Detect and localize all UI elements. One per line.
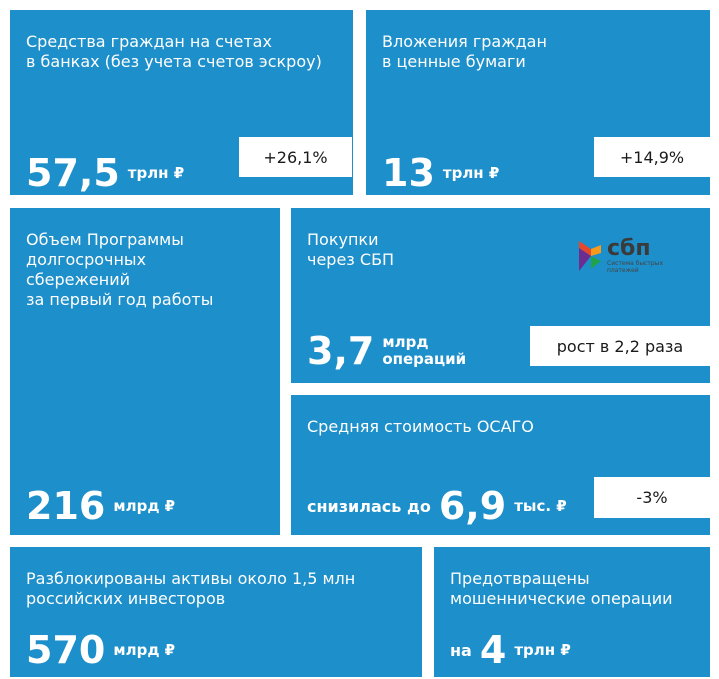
unit-line: тыс. ₽ [514,496,567,515]
title-line: через СБП [307,250,395,269]
title-line: мошеннические операции [450,589,673,608]
headline: 13 трлн ₽ [382,149,499,197]
title-line: в банках (без учета счетов эскроу) [26,52,322,71]
headline: 57,5 трлн ₽ [26,149,184,197]
tile: Средняя стоимость ОСАГО снизилась до 6,9 ты… [291,395,710,535]
logo-text: сбп Система быстрых платежей [607,236,669,275]
headline: 3,7 млрд операций [307,327,466,375]
headline: 216 млрд ₽ [26,482,175,530]
value: 3,7 [307,329,375,373]
value: 6,9 [438,484,507,528]
tile: Объем Программы долгосрочных сбережений за … [10,208,280,535]
value: 4 [479,628,507,672]
tile-title: Средства граждан на счетах в банках (без … [26,32,322,72]
unit: трлн ₽ [442,163,500,182]
tile-title: Предотвращены мошеннические операции [450,569,673,609]
tile: Покупки через СБП 3,7 млрд операций рост в 2,… [291,208,710,383]
badge: +26,1% [239,137,352,177]
unit: млрд ₽ [113,496,176,515]
unit: тыс. ₽ [514,496,567,515]
title-line: Средняя стоимость ОСАГО [307,417,534,436]
prefix: на [450,640,472,660]
tile-title: Объем Программы долгосрочных сбережений за … [26,230,213,310]
unit: млрд ₽ [113,640,176,659]
unit: млрд операций [382,334,466,368]
value: 570 [26,628,106,672]
badge: -3% [594,477,710,518]
unit-line: трлн ₽ [514,640,571,659]
logo-name: сбп [607,236,651,261]
title-line: Объем Программы [26,230,184,249]
unit-line: трлн ₽ [127,163,185,182]
value: 216 [26,484,106,528]
title-line: российских инвесторов [26,589,226,608]
title-line: Средства граждан на счетах [26,32,272,51]
unit: трлн ₽ [514,640,571,659]
badge: +14,9% [594,137,710,177]
prefix: снизилась до [307,496,431,516]
tile: Вложения граждан в ценные бумаги 13 трлн ₽ +… [366,10,710,195]
title-line: Покупки [307,230,379,249]
headline: на 4 трлн ₽ [450,626,571,674]
logo-icon [579,241,601,271]
unit-line: млрд ₽ [113,496,176,515]
value: 57,5 [26,151,120,195]
tile-title: Покупки через СБП [307,230,394,270]
tile-title: Разблокированы активы около 1,5 млн росси… [26,569,355,609]
tile-title: Средняя стоимость ОСАГО [307,417,534,437]
badge: рост в 2,2 раза [530,326,710,366]
unit-line: млрд [382,333,429,351]
tile-title: Вложения граждан в ценные бумаги [382,32,547,72]
title-line: сбережений [26,270,131,289]
unit-line: трлн ₽ [442,163,500,182]
title-line: за первый год работы [26,290,214,309]
tile: Средства граждан на счетах в банках (без … [10,10,353,195]
title-line: долгосрочных [26,250,147,269]
unit: трлн ₽ [127,163,185,182]
title-line: Предотвращены [450,569,590,588]
title-line: Разблокированы активы около 1,5 млн [26,569,356,588]
title-line: в ценные бумаги [382,52,526,71]
value: 13 [382,151,435,195]
unit-line: операций [382,350,467,368]
headline: 570 млрд ₽ [26,626,175,674]
title-line: Вложения граждан [382,32,547,51]
sbp-logo: сбп Система быстрых платежей [577,238,669,274]
tile: Разблокированы активы около 1,5 млн росси… [10,547,422,677]
headline: снизилась до 6,9 тыс. ₽ [307,482,567,530]
unit-line: млрд ₽ [113,640,176,659]
tile: Предотвращены мошеннические операции на 4 тр… [434,547,710,677]
logo-caption: Система быстрых платежей [607,260,664,274]
